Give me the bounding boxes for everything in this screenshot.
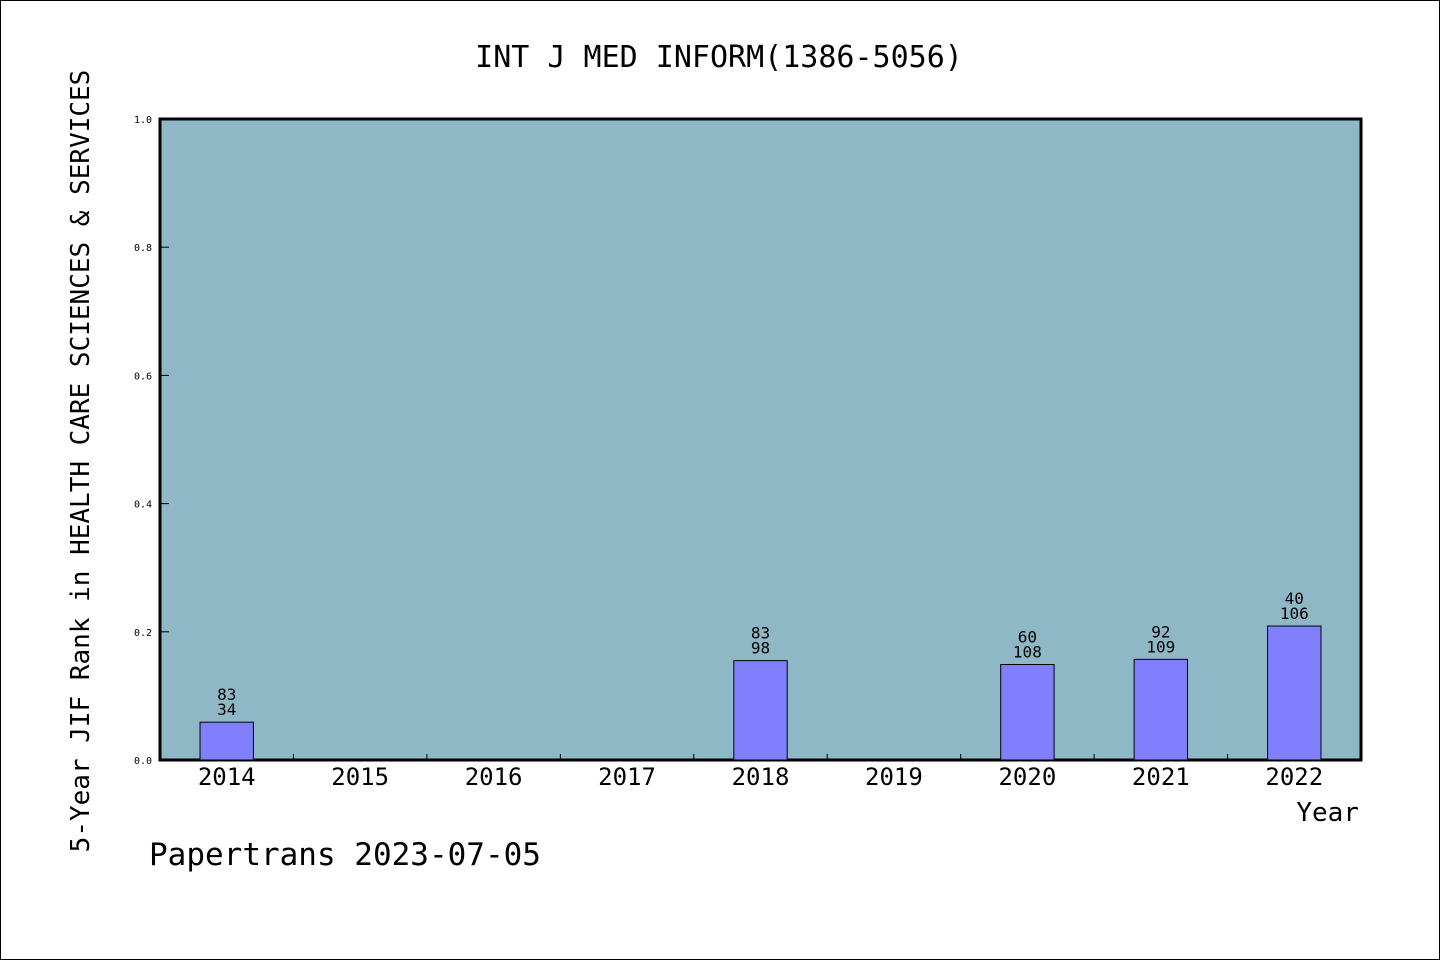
bar-label-total: 98 bbox=[751, 639, 770, 658]
y-axis-ticks: 0.0 0.2 0.4 0.6 0.8 1.0 bbox=[134, 115, 169, 767]
x-tick-label: 2015 bbox=[331, 763, 389, 791]
footer-credit: Papertrans 2023-07-05 bbox=[149, 837, 541, 873]
x-tick-label: 2016 bbox=[465, 763, 523, 791]
bar-2014 bbox=[199, 721, 254, 761]
x-tick-label: 2017 bbox=[598, 763, 656, 791]
x-tick-label: 2018 bbox=[732, 763, 790, 791]
y-axis-label: 5-Year JIF Rank in HEALTH CARE SCIENCES … bbox=[66, 70, 96, 853]
y-tick-label: 0.2 bbox=[134, 628, 152, 639]
bar-2022 bbox=[1267, 625, 1322, 761]
bar-label-total: 106 bbox=[1280, 604, 1309, 623]
x-axis-ticks: 2014 2015 2016 2017 2018 2019 2020 2021 2022 bbox=[198, 754, 1323, 791]
bar-2018 bbox=[733, 660, 788, 761]
bar-2021 bbox=[1133, 658, 1189, 761]
x-tick-label: 2022 bbox=[1265, 763, 1323, 791]
y-tick-label: 0.0 bbox=[134, 756, 152, 767]
y-tick-label: 0.4 bbox=[134, 500, 152, 511]
bar-label-total: 108 bbox=[1013, 642, 1042, 661]
x-tick-label: 2021 bbox=[1132, 763, 1190, 791]
plot-area bbox=[158, 117, 1363, 762]
x-axis-label: Year bbox=[1296, 798, 1359, 828]
x-tick-label: 2020 bbox=[998, 763, 1056, 791]
x-tick-label: 2019 bbox=[865, 763, 923, 791]
bar-label-total: 34 bbox=[217, 700, 236, 719]
bar-label-total: 109 bbox=[1146, 637, 1175, 656]
y-tick-label: 1.0 bbox=[134, 115, 152, 126]
y-tick-label: 0.6 bbox=[134, 371, 152, 382]
bar-2020 bbox=[1000, 663, 1055, 761]
x-tick-label: 2014 bbox=[198, 763, 256, 791]
bar-label-rank: 40 bbox=[1285, 589, 1304, 608]
bar-label-rank: 83 bbox=[217, 685, 236, 704]
bar-label-rank: 83 bbox=[751, 624, 770, 643]
chart-title: INT J MED INFORM(1386-5056) bbox=[475, 40, 963, 75]
y-tick-label: 0.8 bbox=[134, 243, 152, 254]
bar-label-rank: 92 bbox=[1151, 622, 1170, 641]
bar-label-rank: 60 bbox=[1018, 627, 1037, 646]
